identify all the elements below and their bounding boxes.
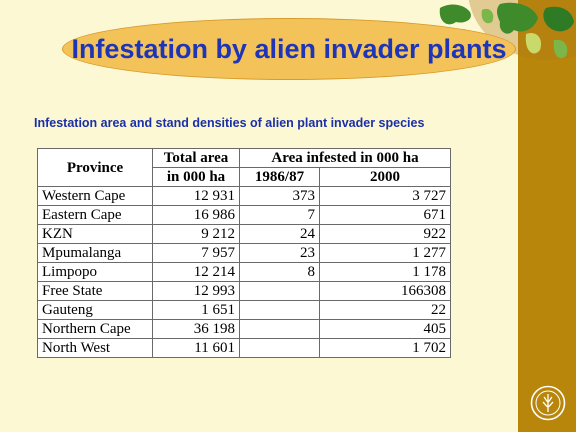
header-total-area: Total area — [152, 148, 240, 168]
table-row: Limpopo 12 214 8 1 178 — [37, 262, 452, 282]
header-total-unit: in 000 ha — [152, 167, 240, 187]
cell-1986: 8 — [239, 262, 320, 282]
table-row: Gauteng 1 651 22 — [37, 300, 452, 320]
cell-1986 — [239, 281, 320, 301]
cell-total: 16 986 — [152, 205, 240, 225]
cell-2000: 671 — [318, 205, 452, 225]
table-row: Eastern Cape 16 986 7 671 — [37, 205, 452, 225]
header-area-infested: Area infested in 000 ha — [238, 148, 452, 168]
cell-1986: 7 — [239, 205, 320, 225]
cell-1986: 373 — [239, 186, 320, 206]
cell-2000: 1 178 — [318, 262, 452, 282]
table-row: Free State 12 993 166308 — [37, 281, 452, 301]
table-subheader-row: in 000 ha 1986/87 2000 — [38, 167, 452, 187]
infestation-table: Province Total area Area infested in 000… — [37, 148, 452, 358]
table-row: Mpumalanga 7 957 23 1 277 — [37, 243, 452, 263]
cell-total: 1 651 — [152, 300, 240, 320]
cell-2000: 166308 — [318, 281, 452, 301]
globe-map-icon — [439, 0, 576, 60]
table-row: North West 11 601 1 702 — [37, 338, 452, 358]
cell-1986: 24 — [239, 224, 320, 244]
cell-total: 12 214 — [152, 262, 240, 282]
header-year-1986: 1986/87 — [239, 167, 320, 187]
cell-province: Limpopo — [37, 262, 153, 282]
title-banner: Infestation by alien invader plants — [62, 18, 516, 80]
cell-province: Eastern Cape — [37, 205, 153, 225]
cell-2000: 1 702 — [318, 338, 452, 358]
cell-total: 9 212 — [152, 224, 240, 244]
cell-province: KZN — [37, 224, 153, 244]
header-year-2000: 2000 — [318, 167, 452, 187]
cell-2000: 1 277 — [318, 243, 452, 263]
cell-total: 36 198 — [152, 319, 240, 339]
cell-total: 11 601 — [152, 338, 240, 358]
cell-1986 — [239, 300, 320, 320]
right-sidebar-band — [518, 0, 576, 432]
cell-2000: 922 — [318, 224, 452, 244]
header-province: Province — [37, 148, 153, 187]
cell-province: Gauteng — [37, 300, 153, 320]
cell-province: North West — [37, 338, 153, 358]
cell-1986: 23 — [239, 243, 320, 263]
cell-total: 7 957 — [152, 243, 240, 263]
table-row: KZN 9 212 24 922 — [37, 224, 452, 244]
table-row: Northern Cape 36 198 405 — [37, 319, 452, 339]
cell-2000: 405 — [318, 319, 452, 339]
table-header-row: Province Total area Area infested in 000… — [37, 148, 452, 187]
cell-1986 — [239, 338, 320, 358]
cell-total: 12 993 — [152, 281, 240, 301]
cell-province: Western Cape — [37, 186, 153, 206]
cell-province: Free State — [37, 281, 153, 301]
cell-2000: 3 727 — [318, 186, 452, 206]
table-subtitle: Infestation area and stand densities of … — [34, 116, 425, 130]
page-title: Infestation by alien invader plants — [71, 33, 507, 64]
cell-2000: 22 — [318, 300, 452, 320]
table-row: Western Cape 12 931 373 3 727 — [37, 186, 452, 206]
cell-1986 — [239, 319, 320, 339]
fao-logo-icon — [530, 385, 566, 421]
cell-province: Mpumalanga — [37, 243, 153, 263]
cell-total: 12 931 — [152, 186, 240, 206]
cell-province: Northern Cape — [37, 319, 153, 339]
